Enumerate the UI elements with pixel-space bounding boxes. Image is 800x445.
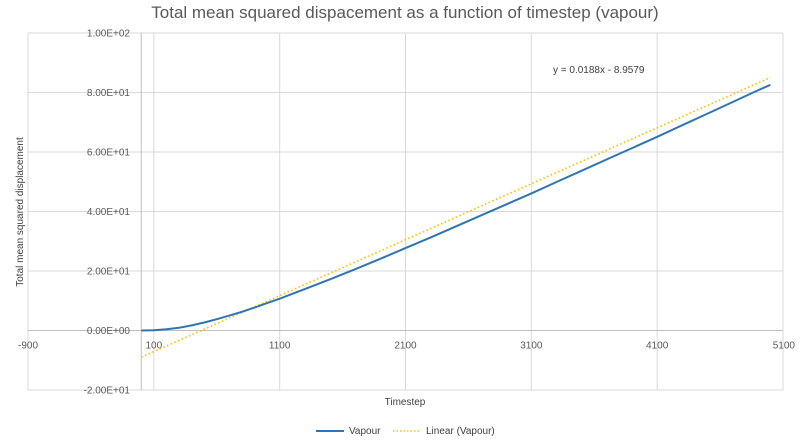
series-line-vapour (141, 83, 771, 332)
legend-label-vapour: Vapour (349, 426, 381, 437)
y-tick-label: -2.00E+01 (84, 386, 131, 397)
y-tick-label: 6.00E+01 (87, 148, 131, 159)
y-tick-labels: -2.00E+01 0.00E+00 2.00E+01 4.00E+01 6.00E+0… (84, 29, 131, 397)
x-tick-label: 4100 (646, 341, 669, 352)
x-tick-label: 1100 (269, 341, 291, 352)
y-tick-label: 1.00E+02 (87, 29, 131, 40)
y-tick-label: 2.00E+01 (87, 267, 131, 278)
x-axis-title: Timestep (385, 397, 426, 408)
trendline-equation: y = 0.0188x - 8.9579 (553, 65, 645, 76)
x-tick-label: 2100 (394, 341, 417, 352)
legend-label-linear: Linear (Vapour) (426, 426, 495, 437)
y-axis-title: Total mean squared displacement (15, 137, 26, 287)
legend: Vapour Linear (Vapour) (316, 426, 495, 437)
trendline-linear-vapour (140, 76, 771, 358)
x-tick-labels: -900 100 1100 2100 3100 4100 5100 (18, 341, 795, 352)
y-tick-label: 8.00E+01 (87, 88, 131, 99)
x-tick-label: 3100 (520, 341, 543, 352)
chart-title: Total mean squared dispacement as a func… (151, 3, 658, 22)
x-tick-label: 100 (145, 341, 162, 352)
x-tick-label: -900 (18, 341, 38, 352)
x-tick-label: 5100 (773, 341, 796, 352)
series-group (140, 76, 771, 358)
x-gridlines (27, 33, 784, 390)
y-tick-label: 0.00E+00 (87, 326, 131, 337)
y-tick-label: 4.00E+01 (87, 207, 131, 218)
